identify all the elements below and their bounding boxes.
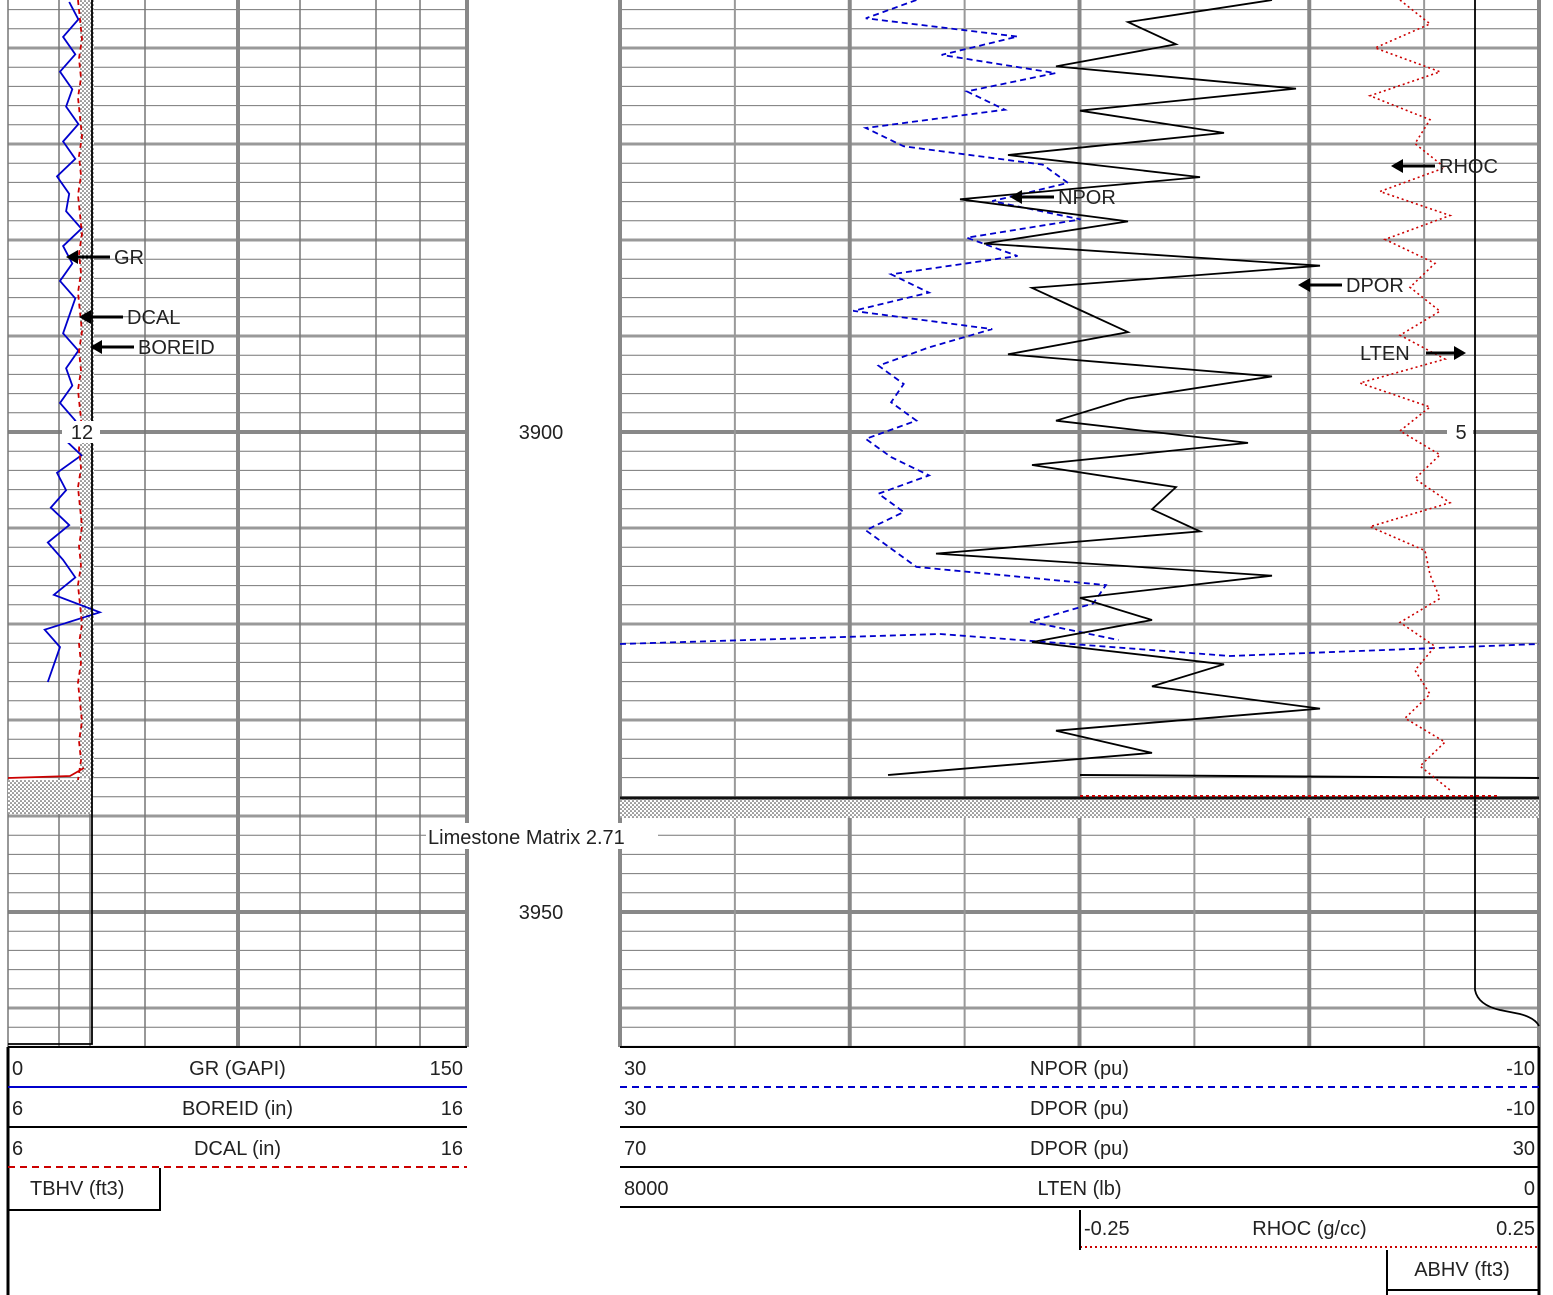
rhoc-header-label: RHOC (g/cc) bbox=[1252, 1218, 1366, 1240]
tick-label-bg bbox=[62, 421, 100, 443]
dcal-header-label: DCAL (in) bbox=[194, 1138, 281, 1160]
boreid-header-max: 16 bbox=[441, 1098, 463, 1120]
gr-curve bbox=[43, 1, 103, 683]
lten-curve bbox=[1474, 0, 1540, 1027]
npor-callout-label: NPOR bbox=[1058, 187, 1116, 209]
boreid-arrow-head bbox=[90, 340, 102, 354]
callout-layer: GR DCAL BOREID NPOR DPOR RHOC LTEN bbox=[66, 156, 1498, 365]
dcal-header-max: 16 bbox=[441, 1138, 463, 1160]
dpor2-header-max: 30 bbox=[1513, 1138, 1535, 1160]
dcal-arrow-head bbox=[79, 310, 91, 324]
lten-arrow-head bbox=[1454, 346, 1466, 360]
dpor-header-min: 30 bbox=[624, 1098, 646, 1120]
gr-arrow-head bbox=[66, 250, 78, 264]
npor-header-label: NPOR (pu) bbox=[1030, 1058, 1129, 1080]
npor-tail bbox=[619, 633, 1540, 657]
gr-header-max: 150 bbox=[430, 1058, 463, 1080]
fill-layer bbox=[8, 0, 1539, 818]
tbhv-label: TBHV (ft3) bbox=[30, 1178, 124, 1200]
track1-tick-label: 12 bbox=[71, 422, 93, 444]
dpor-header-label: DPOR (pu) bbox=[1030, 1098, 1129, 1120]
curve-header: 0 GR (GAPI) 150 6 BOREID (in) 16 6 DCAL (in) 16 T… bbox=[6, 1046, 1541, 1295]
dcal-header-min: 6 bbox=[12, 1138, 23, 1160]
track2-tick-label: 5 bbox=[1455, 422, 1466, 444]
dcal-tail bbox=[7, 767, 85, 779]
caliper-fill bbox=[80, 0, 94, 778]
npor-header-min: 30 bbox=[624, 1058, 646, 1080]
depth-tick-label: 3950 bbox=[519, 902, 564, 924]
abhv-label: ABHV (ft3) bbox=[1414, 1259, 1510, 1281]
depth-band-fill bbox=[620, 798, 1539, 818]
depth-tick-label: 3900 bbox=[519, 422, 564, 444]
lten-callout-label: LTEN bbox=[1360, 343, 1410, 365]
annotation-bg bbox=[426, 823, 658, 849]
boreid-header-label: BOREID (in) bbox=[182, 1098, 293, 1120]
boreid-header-min: 6 bbox=[12, 1098, 23, 1120]
rhoc-header-min: -0.25 bbox=[1084, 1218, 1130, 1240]
gr-callout-label: GR bbox=[114, 247, 144, 269]
tick-label-bg bbox=[1447, 421, 1473, 443]
gr-header-min: 0 bbox=[12, 1058, 23, 1080]
matrix-annotation: Limestone Matrix 2.71 bbox=[428, 827, 625, 849]
lten-header-max: 0 bbox=[1524, 1178, 1535, 1200]
boreid-callout-label: BOREID bbox=[138, 337, 215, 359]
gr-header-label: GR (GAPI) bbox=[189, 1058, 286, 1080]
dpor2-header-label: DPOR (pu) bbox=[1030, 1138, 1129, 1160]
dcal-callout-label: DCAL bbox=[127, 307, 180, 329]
dpor-tail bbox=[1079, 774, 1540, 779]
dpor2-header-min: 70 bbox=[624, 1138, 646, 1160]
tbhv-box bbox=[8, 1168, 161, 1211]
dcal-curve bbox=[77, 0, 83, 781]
lten-header-label: LTEN (lb) bbox=[1037, 1178, 1121, 1200]
rhoc-header-max: 0.25 bbox=[1496, 1218, 1535, 1240]
lten-header-min: 8000 bbox=[624, 1178, 669, 1200]
rhoc-callout-label: RHOC bbox=[1439, 156, 1498, 178]
rhoc-arrow-head bbox=[1391, 159, 1403, 173]
dpor-callout-label: DPOR bbox=[1346, 275, 1404, 297]
rhoc-curve bbox=[1357, 0, 1453, 791]
npor-arrow-head bbox=[1010, 190, 1022, 204]
dpor-curve bbox=[887, 0, 1321, 776]
dpor-header-max: -10 bbox=[1506, 1098, 1535, 1120]
npor-curve bbox=[852, 0, 1119, 641]
npor-header-max: -10 bbox=[1506, 1058, 1535, 1080]
grid-layer bbox=[7, 0, 1541, 1047]
washout-fill bbox=[8, 780, 92, 814]
label-layer: 3900 3950 12 5 Limestone Matrix 2.71 bbox=[62, 421, 1473, 924]
dpor-arrow-head bbox=[1298, 278, 1310, 292]
